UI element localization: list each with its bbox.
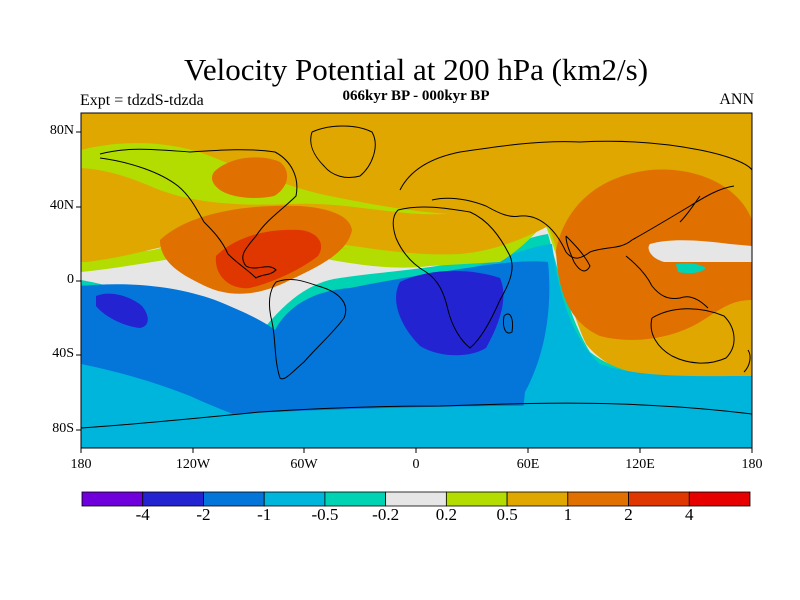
field-cyan-antarctic [81, 405, 752, 448]
velocity-potential-field [81, 113, 752, 448]
colorbar-tick-label: 0.5 [496, 505, 518, 524]
colorbar-swatch [567, 491, 629, 507]
field-gray-western-pacific [648, 240, 752, 262]
field-dark-blue-region [396, 270, 504, 356]
chart-subtitle: 066kyr BP - 000kyr BP [342, 88, 490, 104]
colorbar-swatch [445, 491, 508, 507]
field-orange-north-america [212, 157, 288, 198]
lon-tick-label: 120W [175, 457, 211, 472]
colorbar-tick-label: -1 [257, 505, 272, 524]
lon-tick-label: 0 [412, 457, 420, 472]
coast-north-america [99, 148, 298, 279]
lon-tick-label: 120E [625, 457, 655, 472]
lon-tick-label: 60E [516, 457, 540, 472]
coast-south-america [268, 279, 347, 380]
colorbar-swatch [263, 491, 326, 507]
colorbar-tick-label: 2 [624, 505, 633, 524]
lat-tick-label: 40N [49, 198, 74, 213]
colorbar-tick-label: 4 [685, 505, 694, 524]
colorbar-swatch [142, 491, 204, 507]
coastlines [81, 125, 752, 429]
coast-new-zealand [743, 349, 751, 373]
colorbar-tick-label: 1 [563, 505, 573, 524]
experiment-label: Expt = tdzdS-tdzda [80, 92, 204, 109]
coast-australia [650, 308, 735, 364]
colorbar [81, 491, 751, 507]
colorbar-swatch [688, 491, 751, 507]
coast-greenland [310, 125, 376, 179]
latitude-ticks [76, 131, 81, 431]
lon-tick-label: 180 [70, 457, 92, 472]
colorbar-tick-label: -4 [135, 505, 150, 524]
coast-africa [392, 206, 513, 349]
colorbar-swatch [385, 491, 447, 507]
colorbar-swatch [506, 491, 569, 507]
season-label: ANN [719, 91, 754, 108]
lat-tick-label: 40S [52, 346, 74, 361]
longitude-ticks [80, 448, 753, 453]
colorbar-tick-label: -0.2 [372, 505, 400, 524]
colorbar-tick-label: 0.2 [435, 505, 457, 524]
coast-southeast-asia [625, 255, 709, 309]
coast-europe-asia [399, 140, 752, 259]
coast-antarctica [81, 402, 752, 429]
chart-title: Velocity Potential at 200 hPa (km2/s) [183, 52, 649, 87]
lat-tick-label: 80N [49, 123, 74, 138]
field-red-orange-america [215, 229, 322, 289]
field-teal-west-pacific [676, 263, 706, 274]
colorbar-swatch [81, 491, 144, 507]
lon-tick-label: 60W [290, 457, 318, 472]
lat-tick-label: 80S [52, 421, 74, 436]
colorbar-swatch [203, 491, 265, 507]
colorbar-tick-label: -0.5 [311, 505, 339, 524]
colorbar-swatch [628, 491, 690, 507]
coast-india [565, 235, 591, 272]
colorbar-tick-label: -2 [196, 505, 211, 524]
field-dark-blue-pacific [96, 293, 148, 328]
lat-tick-label: 0 [67, 272, 74, 287]
colorbar-swatch [324, 491, 387, 507]
coast-madagascar [503, 313, 513, 334]
coast-japan [679, 195, 701, 223]
lon-tick-label: 180 [741, 457, 763, 472]
